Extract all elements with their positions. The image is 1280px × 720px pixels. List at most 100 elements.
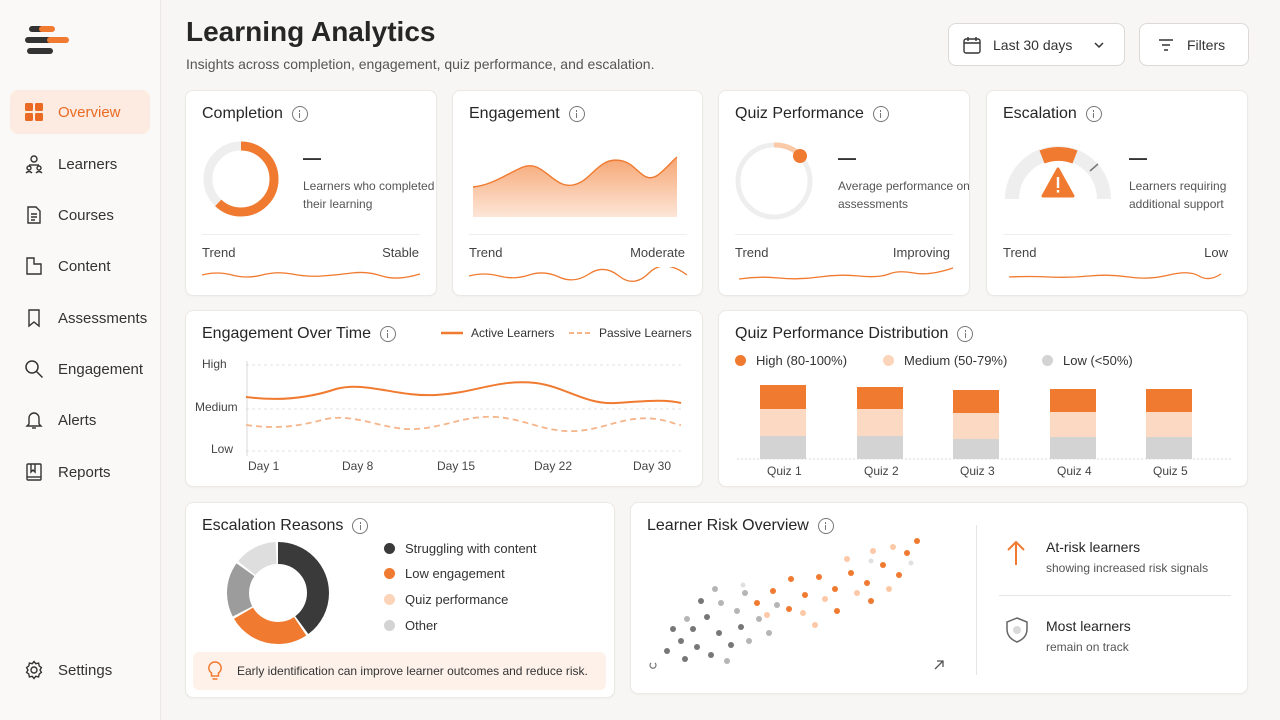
escalation-title-text: Escalation: [1003, 105, 1077, 122]
sidebar-item-courses[interactable]: Courses: [10, 193, 150, 237]
info-icon[interactable]: [291, 106, 308, 122]
escalation-description: Learners requiring additional support: [1129, 179, 1227, 211]
legend-low-engagement: Low engagement: [384, 566, 505, 581]
engagement-over-time-card: Engagement Over Time Active Learners Pas…: [185, 310, 703, 487]
divider: [469, 234, 687, 235]
trend-sparkline: [202, 271, 421, 279]
at-risk-title: At-risk learners: [1046, 539, 1141, 555]
info-icon[interactable]: [872, 106, 889, 122]
trend-value: Low: [1204, 245, 1228, 260]
legend-dot: [384, 594, 395, 605]
sidebar: Overview Learners Courses Content Assess…: [0, 0, 161, 720]
legend-active-label: Active Learners: [471, 326, 555, 340]
sidebar-item-alerts[interactable]: Alerts: [10, 398, 150, 442]
sidebar-item-assessments[interactable]: Assessments: [10, 296, 150, 340]
trend-label: Trend: [202, 245, 236, 260]
logo-icon: [25, 26, 69, 54]
escalation-gauge: [1005, 146, 1111, 200]
quiz-distribution-title-text: Quiz Performance Distribution: [735, 325, 949, 342]
escalation-reasons-title: Escalation Reasons: [202, 517, 369, 535]
x-label: Day 30: [633, 459, 672, 473]
shield-icon: [1006, 617, 1028, 643]
sidebar-item-label: Overview: [58, 103, 121, 121]
risk-scatter-plot: [649, 538, 944, 670]
filters-button[interactable]: Filters: [1139, 23, 1249, 66]
quiz-ring: [735, 142, 813, 220]
engagement-card: Engagement Trend Moderate: [452, 90, 703, 296]
legend-high: High (80-100%): [735, 353, 847, 368]
legend-solid-line-icon: [441, 331, 463, 335]
sidebar-item-label: Assessments: [58, 309, 148, 327]
gear-icon: [23, 659, 45, 681]
engagement-line-chart: [246, 361, 682, 456]
quiz-description: Average performance on assessments: [838, 179, 970, 211]
legend-passive-label: Passive Learners: [599, 326, 692, 340]
quiz-title: Quiz Performance: [735, 105, 889, 123]
divider: [976, 525, 977, 675]
legend-dot: [735, 355, 746, 366]
info-icon[interactable]: [379, 326, 396, 342]
quiz-distribution-card: Quiz Performance Distribution High (80-1…: [718, 310, 1248, 487]
sidebar-item-label: Settings: [58, 661, 113, 679]
info-icon[interactable]: [568, 106, 585, 122]
legend-medium-label: Medium (50-79%): [904, 353, 1008, 368]
calendar-icon: [963, 36, 981, 54]
y-label-medium: Medium: [195, 400, 238, 414]
insight-tip: Early identification can improve learner…: [193, 652, 606, 690]
legend-dot: [883, 355, 894, 366]
arrow-up-icon: [1007, 540, 1025, 565]
x-label: Day 22: [534, 459, 573, 473]
info-icon[interactable]: [957, 326, 974, 342]
info-icon[interactable]: [352, 518, 369, 534]
legend-struggling: Struggling with content: [384, 541, 537, 556]
insight-tip-text: Early identification can improve learner…: [237, 664, 588, 678]
x-label: Day 8: [342, 459, 374, 473]
grid-icon: [23, 101, 45, 123]
engagement-chart-title: Engagement Over Time: [202, 325, 396, 343]
legend-struggling-label: Struggling with content: [405, 541, 537, 556]
trend-label: Trend: [469, 245, 503, 260]
sidebar-item-reports[interactable]: Reports: [10, 450, 150, 494]
chevron-down-icon: [1094, 41, 1104, 48]
date-range-select[interactable]: Last 30 days: [948, 23, 1125, 66]
filter-icon: [1159, 38, 1173, 51]
legend-low-engagement-label: Low engagement: [405, 566, 505, 581]
sidebar-item-learners[interactable]: Learners: [10, 142, 150, 186]
on-track-title: Most learners: [1046, 618, 1131, 634]
quiz-distribution-title: Quiz Performance Distribution: [735, 325, 974, 343]
info-icon[interactable]: [817, 518, 834, 534]
risk-title-text: Learner Risk Overview: [647, 517, 809, 534]
divider: [735, 234, 953, 235]
sidebar-item-content[interactable]: Content: [10, 244, 150, 288]
book-icon: [23, 461, 45, 483]
escalation-reasons-title-text: Escalation Reasons: [202, 517, 344, 534]
sidebar-item-label: Engagement: [58, 360, 144, 378]
engagement-title-text: Engagement: [469, 105, 560, 122]
completion-card: Completion — Learners who completed thei…: [185, 90, 437, 296]
sidebar-item-engagement[interactable]: Engagement: [10, 347, 150, 391]
date-range-label: Last 30 days: [993, 36, 1073, 53]
document-icon: [23, 204, 45, 226]
page-title: Learning Analytics: [186, 16, 436, 47]
info-icon[interactable]: [1085, 106, 1102, 122]
quiz-title-text: Quiz Performance: [735, 105, 864, 122]
legend-dot: [384, 543, 395, 554]
bar-quiz-3: [953, 390, 999, 459]
x-label: Quiz 1: [767, 464, 802, 478]
bar-quiz-4: [1050, 389, 1096, 459]
completion-title: Completion: [202, 105, 308, 123]
sidebar-item-overview[interactable]: Overview: [10, 90, 150, 134]
divider: [202, 234, 420, 235]
sidebar-item-settings[interactable]: Settings: [10, 648, 150, 692]
sidebar-item-label: Courses: [58, 206, 114, 224]
completion-title-text: Completion: [202, 105, 283, 122]
folder-icon: [23, 255, 45, 277]
legend-high-label: High (80-100%): [756, 353, 848, 368]
engagement-chart-title-text: Engagement Over Time: [202, 325, 371, 342]
x-label: Day 1: [248, 459, 280, 473]
engagement-area-chart: [473, 156, 678, 217]
sidebar-item-label: Learners: [58, 155, 118, 173]
users-icon: [23, 153, 45, 175]
legend-quiz-performance-label: Quiz performance: [405, 592, 509, 607]
legend-dot: [384, 568, 395, 579]
